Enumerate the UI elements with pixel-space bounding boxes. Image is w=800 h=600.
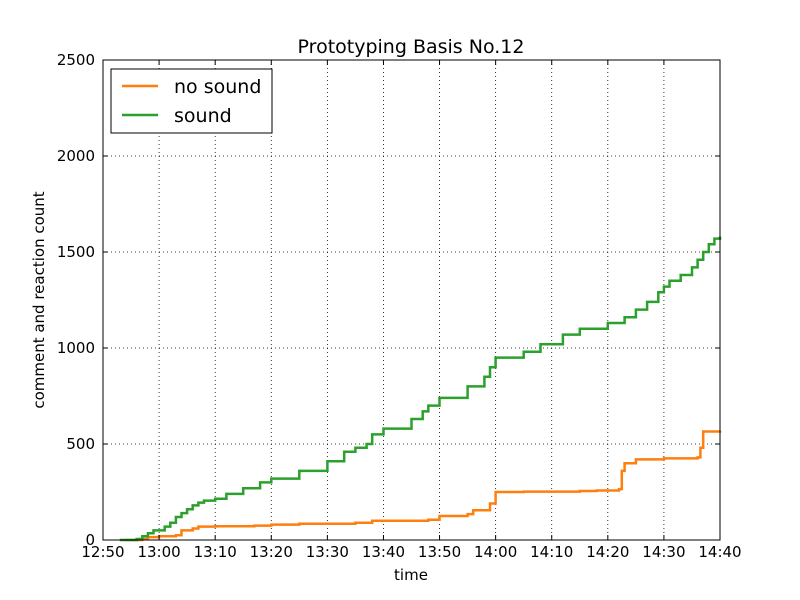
x-tick-label: 13:50 [418, 543, 461, 561]
x-axis-label: time [394, 566, 428, 584]
legend-label-sound: sound [174, 105, 232, 127]
y-axis-label: comment and reaction count [30, 191, 48, 408]
y-tick-label: 2500 [57, 51, 95, 69]
plot-frame [102, 59, 721, 541]
x-tick-label: 14:30 [642, 543, 685, 561]
x-tick-label: 13:10 [194, 543, 237, 561]
x-tick-label: 14:10 [530, 543, 573, 561]
series-line-sound [119, 236, 722, 542]
x-tick-label: 12:50 [81, 543, 124, 561]
x-tick-label: 13:00 [137, 543, 180, 561]
y-tick-label: 2000 [57, 147, 95, 165]
x-tick-label: 13:30 [306, 543, 349, 561]
y-tick-label: 0 [85, 531, 95, 549]
chart-title: Prototyping Basis No.12 [298, 36, 525, 58]
y-tick-label: 1000 [57, 339, 95, 357]
y-tick-label: 500 [66, 435, 95, 453]
series-layer [119, 236, 722, 542]
tick-labels: 12:50 13:00 13:10 13:20 13:30 13:40 13:50 14:00… [57, 51, 742, 561]
legend-frame [110, 68, 273, 134]
legend: no sound sound [110, 68, 273, 134]
ticks [102, 59, 721, 541]
x-tick-label: 13:20 [250, 543, 293, 561]
legend-label-no-sound: no sound [174, 76, 261, 98]
y-tick-label: 1500 [57, 243, 95, 261]
x-tick-label: 13:40 [362, 543, 405, 561]
x-tick-label: 14:00 [474, 543, 517, 561]
x-tick-label: 14:20 [586, 543, 629, 561]
x-tick-label: 14:40 [698, 543, 741, 561]
series-line-no-sound [125, 430, 722, 542]
